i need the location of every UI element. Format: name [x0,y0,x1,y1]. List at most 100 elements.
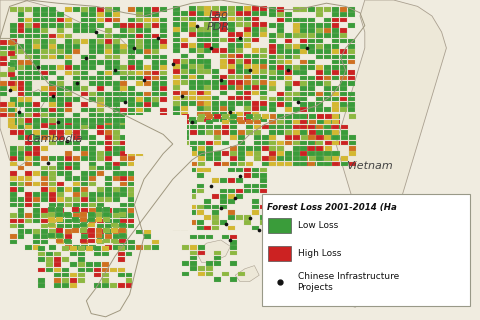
Bar [10,49,17,54]
Bar [112,18,120,22]
Bar [81,39,88,44]
Bar [57,44,64,49]
Bar [49,65,56,70]
Bar [212,194,219,199]
Bar [33,146,40,151]
Bar [230,235,237,239]
Bar [160,123,167,128]
Bar [180,117,188,122]
Bar [236,91,243,95]
Bar [129,70,135,75]
Bar [309,39,315,43]
Bar [285,49,292,54]
Bar [236,75,243,79]
Bar [73,70,80,75]
Bar [57,34,64,38]
Bar [96,81,104,86]
Bar [244,59,251,64]
Bar [81,171,88,176]
Bar [73,146,80,151]
Bar [25,181,33,186]
Bar [112,146,120,151]
Bar [316,12,324,17]
Bar [136,171,144,176]
Bar [25,125,33,130]
Bar [212,22,219,27]
Bar [65,108,72,112]
Bar [214,135,221,140]
Bar [10,213,17,218]
Bar [57,166,64,170]
Bar [332,162,339,166]
Bar [62,278,69,283]
Bar [206,261,213,266]
Bar [244,91,251,95]
Bar [120,70,128,75]
Bar [212,80,219,84]
Bar [33,60,40,65]
Bar [105,130,112,135]
Bar [96,187,104,191]
Bar [10,130,17,135]
Bar [25,245,33,250]
Bar [340,54,347,59]
Bar [189,220,196,225]
Bar [300,65,308,70]
Bar [152,171,159,176]
Bar [110,283,117,288]
Bar [10,224,17,228]
Bar [33,39,40,44]
Bar [112,34,120,38]
Bar [18,49,24,54]
Bar [325,156,332,161]
Bar [204,32,212,37]
Bar [236,101,243,106]
Bar [197,48,204,53]
Bar [246,114,253,119]
Bar [300,140,308,145]
Bar [120,245,128,250]
Bar [105,39,112,44]
Bar [129,55,135,60]
Bar [120,223,126,228]
Bar [65,44,72,49]
Bar [220,194,228,199]
Bar [206,125,213,130]
Bar [120,92,128,96]
Bar [293,146,300,151]
Bar [33,102,40,107]
Bar [212,11,219,16]
Bar [309,76,315,80]
Bar [277,119,285,124]
Bar [228,80,235,84]
Bar [269,135,276,140]
Bar [112,176,120,181]
Bar [180,53,188,58]
Bar [112,135,120,140]
Bar [325,119,332,124]
Bar [246,119,253,124]
Bar [189,27,196,32]
Bar [204,43,212,48]
Bar [230,245,237,250]
Bar [57,18,64,22]
Bar [25,151,33,156]
Bar [222,162,229,166]
Bar [309,151,316,156]
Bar [70,283,77,288]
Bar [180,189,188,193]
Bar [65,130,72,135]
Bar [81,245,88,250]
Bar [41,181,48,186]
Bar [96,102,104,107]
Bar [25,156,33,161]
Bar [260,189,267,193]
Bar [244,85,251,90]
Bar [33,113,40,117]
Bar [96,207,103,212]
Bar [236,168,243,172]
Bar [180,173,188,178]
Bar [136,23,144,28]
Bar [189,91,196,95]
Bar [277,162,285,166]
